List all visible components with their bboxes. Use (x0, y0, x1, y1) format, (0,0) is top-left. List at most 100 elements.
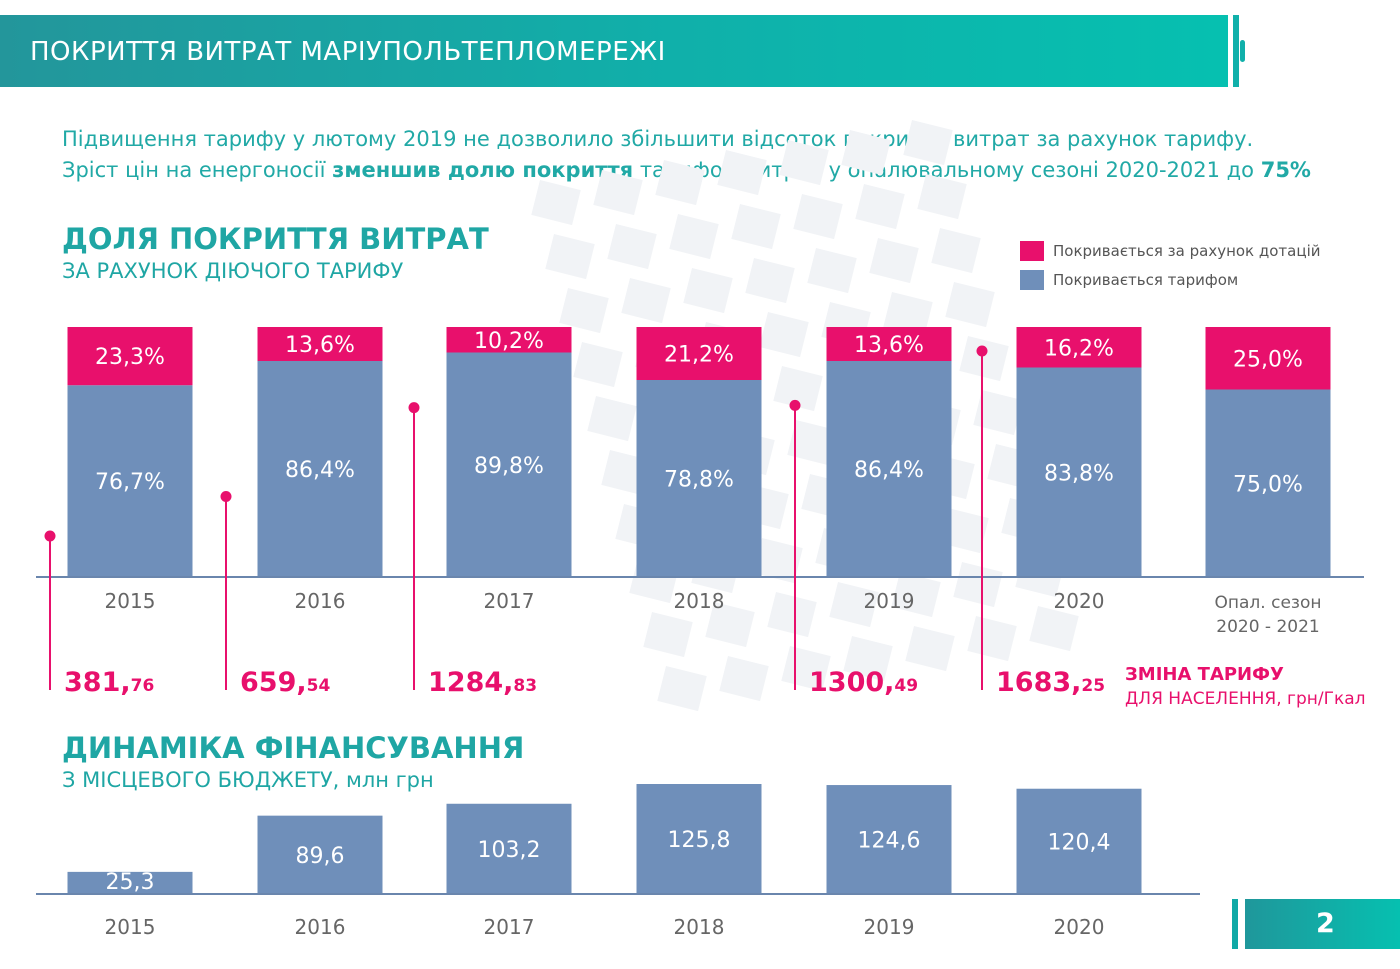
background-tile (869, 238, 919, 284)
coverage-category-label: 2019 (864, 589, 915, 613)
funding-bar (826, 785, 952, 894)
background-tile (621, 277, 671, 324)
background-tile (781, 646, 831, 692)
funding-bar (67, 871, 193, 894)
header-title: ПОКРИТТЯ ВИТРАТ МАРІУПОЛЬТЕПЛОМЕРЕЖІ (30, 37, 666, 67)
background-tile (545, 234, 595, 280)
background-tile (531, 180, 581, 226)
background-tile (973, 390, 1023, 436)
background-tile (793, 194, 843, 240)
background-tile (669, 214, 719, 260)
background-tile (573, 342, 623, 388)
tariff-value-label: 1284,83 (428, 667, 537, 698)
funding-value-label: 25,3 (106, 870, 155, 895)
tariff-value-decimals: 54 (307, 676, 331, 696)
funding-category-label: 2020 (1054, 915, 1105, 939)
legend-swatch-subsidy (1020, 240, 1044, 261)
coverage-label-subsidy: 10,2% (474, 329, 544, 354)
background-tile (843, 636, 893, 682)
coverage-bar-subsidy (1205, 327, 1331, 390)
coverage-label-tariff: 75,0% (1233, 472, 1303, 497)
coverage-bar-tariff (257, 361, 383, 577)
tariff-marker-dot (220, 491, 232, 503)
tariff-note-unit: ДЛЯ НАСЕЛЕННЯ, грн/Гкал (1125, 689, 1366, 709)
coverage-bar-subsidy (1016, 327, 1142, 368)
coverage-label-tariff: 83,8% (1044, 461, 1114, 486)
background-tile (745, 258, 795, 304)
coverage-label-tariff: 78,8% (664, 468, 734, 493)
funding-category-label: 2018 (674, 915, 725, 939)
background-tile (959, 336, 1009, 382)
funding-category-label: 2019 (864, 915, 915, 939)
background-tile (829, 582, 879, 628)
background-tile (593, 170, 643, 216)
coverage-bar-tariff (1016, 367, 1142, 577)
background-tile (855, 183, 905, 230)
tariff-value-decimals: 83 (513, 676, 537, 696)
background-tile (719, 655, 769, 702)
intro-text: Підвищення тарифу у лютому 2019 не дозво… (62, 124, 1311, 186)
background-tile (779, 140, 829, 186)
coverage-bar-tariff (446, 352, 572, 577)
tariff-value-label: 1683,25 (996, 667, 1105, 698)
funding-title: ДИНАМІКА ФІНАНСУВАННЯ (62, 731, 525, 765)
background-tile (905, 625, 955, 672)
coverage-label-tariff: 89,8% (474, 454, 544, 479)
funding-category-label: 2017 (484, 915, 535, 939)
intro-line-2: Зріст цін на енергоносії зменшив долю по… (62, 155, 1311, 186)
intro-line-2-b: зменшив долю покриття (332, 158, 634, 182)
coverage-bar-subsidy (446, 327, 572, 353)
tariff-marker-dot (44, 530, 56, 542)
background-tile (841, 129, 891, 176)
coverage-subtitle: ЗА РАХУНОК ДІЮЧОГО ТАРИФУ (62, 259, 404, 283)
tariff-marker-dot (408, 402, 420, 414)
funding-value-label: 120,4 (1048, 830, 1111, 855)
coverage-category-label: 2020 - 2021 (1216, 617, 1319, 637)
coverage-category-label: 2020 (1054, 589, 1105, 613)
background-tile (967, 616, 1017, 662)
coverage-category-label: 2015 (105, 589, 156, 613)
funding-value-label: 103,2 (478, 838, 541, 863)
coverage-label-tariff: 86,4% (285, 458, 355, 483)
background-tile (655, 160, 705, 206)
intro-line-1: Підвищення тарифу у лютому 2019 не дозво… (62, 127, 1254, 151)
tariff-value-decimals: 49 (894, 676, 918, 696)
intro-line-2-d: 75% (1260, 158, 1311, 182)
legend-label-tariff: Покривається тарифом (1053, 270, 1239, 289)
funding-value-label: 125,8 (668, 828, 731, 853)
page-number-box (1245, 899, 1400, 949)
background-tile (683, 268, 733, 314)
funding-value-label: 124,6 (858, 829, 921, 854)
background-tile (883, 292, 933, 338)
background-tile (643, 612, 693, 658)
background-tile (753, 538, 803, 584)
header-accent-bar (1233, 15, 1239, 87)
coverage-label-subsidy: 13,6% (854, 333, 924, 358)
coverage-label-tariff: 86,4% (854, 458, 924, 483)
coverage-label-subsidy: 23,3% (95, 345, 165, 370)
header-accent-mark (1240, 40, 1245, 62)
background-tile (1029, 606, 1079, 652)
legend-item-tariff: Покривається тарифом (1020, 265, 1321, 294)
legend-item-subsidy: Покривається за рахунок дотацій (1020, 236, 1321, 265)
tariff-note: ЗМІНА ТАРИФУ ДЛЯ НАСЕЛЕННЯ, грн/Гкал (1125, 662, 1366, 712)
coverage-label-subsidy: 21,2% (664, 343, 734, 368)
funding-bar (446, 803, 572, 894)
funding-value-label: 89,6 (296, 844, 345, 869)
background-tile (559, 288, 609, 334)
intro-line-2-a: Зріст цін на енергоносії (62, 158, 333, 182)
funding-category-label: 2016 (295, 915, 346, 939)
background-tile (759, 312, 809, 358)
page-number: 2 (1316, 908, 1335, 939)
coverage-legend: Покривається за рахунок дотацій Покриває… (1020, 236, 1321, 294)
funding-category-label: 2015 (105, 915, 156, 939)
background-tile (767, 592, 817, 638)
tariff-value-label: 381,76 (64, 667, 154, 698)
background-tile (931, 227, 981, 274)
page-number-accent (1232, 899, 1238, 949)
tariff-note-title: ЗМІНА ТАРИФУ (1125, 664, 1284, 685)
background-tile (891, 571, 941, 618)
background-tile (807, 247, 857, 294)
tariff-value-decimals: 25 (1081, 676, 1105, 696)
